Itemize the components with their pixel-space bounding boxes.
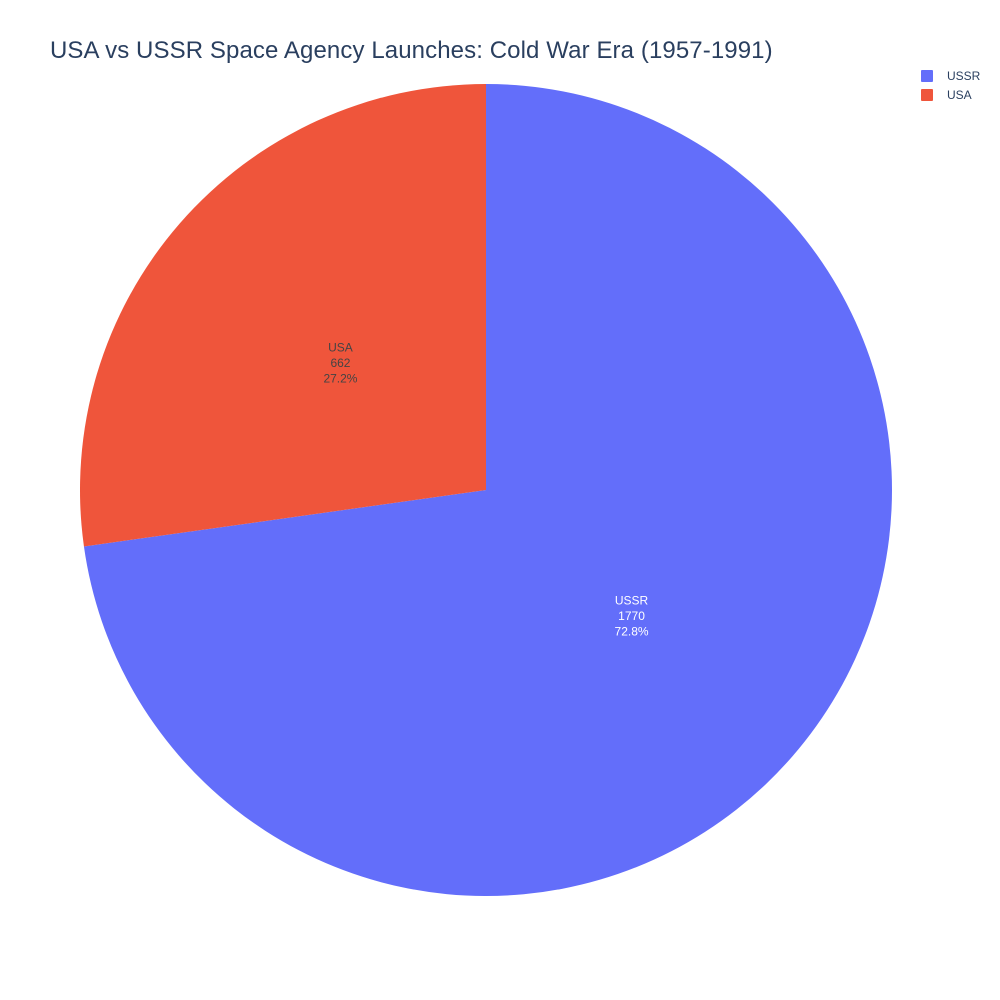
pie-slice-usa[interactable] <box>79 84 486 547</box>
legend-item-usa[interactable]: USA <box>921 85 980 104</box>
chart-title: USA vs USSR Space Agency Launches: Cold … <box>50 37 773 64</box>
legend-label-ussr: USSR <box>947 68 981 83</box>
pie-slice-labels: USSR 1770 72.8% USA 662 27.2% <box>323 340 648 638</box>
slice-label-ussr: USSR 1770 72.8% <box>615 594 649 639</box>
legend-label-usa: USA <box>947 87 972 102</box>
legend-item-ussr[interactable]: USSR <box>921 66 980 85</box>
pie-slice-ussr[interactable] <box>83 84 892 896</box>
legend-swatch-usa <box>921 88 933 101</box>
legend-swatch-ussr <box>921 69 933 82</box>
slice-label-usa: USA 662 27.2% <box>323 340 357 385</box>
pie-slices <box>79 84 892 896</box>
legend: USSR USA <box>921 66 980 104</box>
